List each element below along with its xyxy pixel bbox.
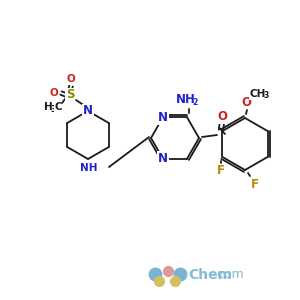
Text: N: N xyxy=(158,152,168,165)
Text: C: C xyxy=(54,102,62,112)
Text: Chem: Chem xyxy=(188,268,232,282)
Text: S: S xyxy=(66,88,74,101)
Text: 3: 3 xyxy=(263,92,268,100)
Text: F: F xyxy=(217,164,224,178)
Text: 3: 3 xyxy=(50,104,56,113)
Text: O: O xyxy=(67,74,75,84)
Text: O: O xyxy=(217,110,227,124)
Text: F: F xyxy=(251,178,259,190)
Text: N: N xyxy=(83,104,93,118)
Text: O: O xyxy=(50,88,58,98)
Text: NH: NH xyxy=(80,163,98,173)
Text: N: N xyxy=(158,111,168,124)
Text: CH: CH xyxy=(250,89,266,99)
Text: .com: .com xyxy=(214,268,245,281)
Text: NH: NH xyxy=(176,93,196,106)
Text: 2: 2 xyxy=(192,98,198,107)
Text: O: O xyxy=(241,95,251,109)
Text: H: H xyxy=(44,102,52,112)
